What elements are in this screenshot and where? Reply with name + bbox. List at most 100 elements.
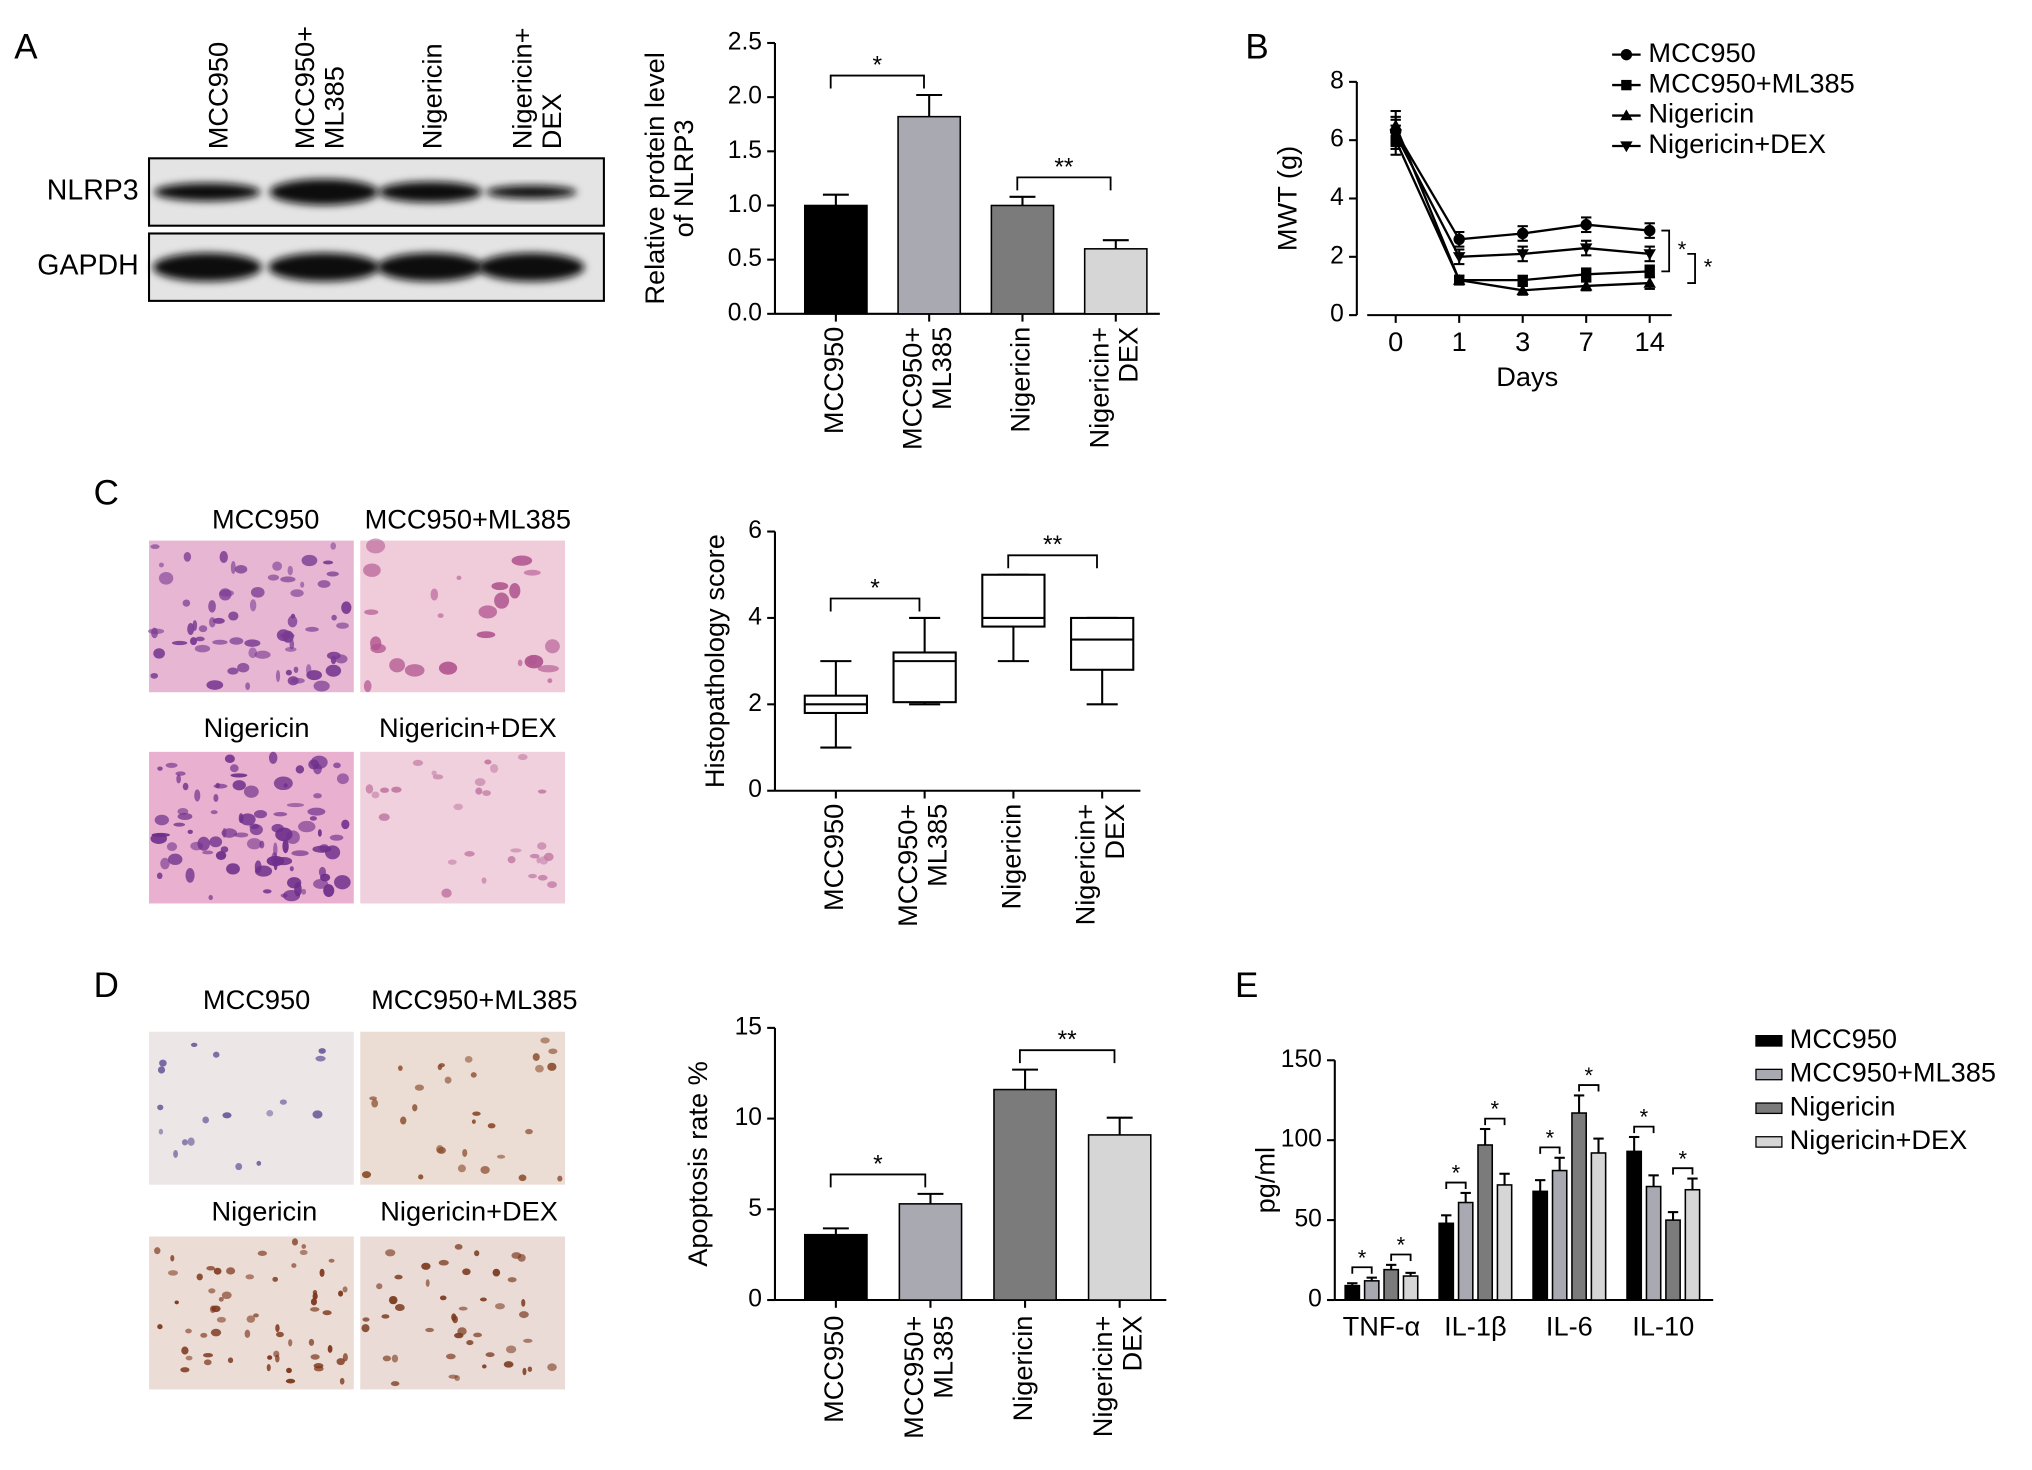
tissue-nucleus bbox=[371, 1099, 379, 1108]
tissue-nucleus bbox=[547, 1363, 557, 1371]
tissue-nucleus bbox=[229, 637, 244, 645]
tissue-nucleus bbox=[170, 1254, 175, 1262]
tissue-nucleus bbox=[317, 580, 331, 588]
point-marker bbox=[1643, 276, 1656, 288]
significance-label: * bbox=[1678, 1146, 1687, 1171]
x-tick-label: DEX bbox=[1099, 804, 1130, 860]
tissue-nucleus bbox=[418, 1174, 424, 1180]
y-tick-label: 0 bbox=[1308, 1286, 1322, 1313]
tissue-nucleus bbox=[400, 1116, 407, 1125]
point-marker bbox=[1644, 266, 1655, 277]
x-tick-label: Nigericin+ bbox=[1070, 804, 1101, 926]
error-bar bbox=[1628, 1135, 1640, 1152]
tissue-nucleus bbox=[509, 583, 521, 599]
tissue-nucleus bbox=[150, 544, 160, 550]
tissue-nucleus bbox=[547, 881, 557, 888]
tissue-nucleus bbox=[537, 874, 548, 881]
tissue-nucleus bbox=[147, 628, 165, 635]
tissue-nucleus bbox=[394, 1274, 403, 1280]
tissue-nucleus bbox=[507, 856, 516, 864]
significance-label: * bbox=[1546, 1126, 1555, 1151]
image-label: MCC950 bbox=[203, 984, 310, 1015]
tissue-nucleus bbox=[412, 1104, 418, 1112]
y-axis-label: pg/ml bbox=[1250, 1147, 1281, 1214]
tissue-nucleus bbox=[151, 832, 170, 837]
panel-letter: E bbox=[1235, 966, 1258, 1005]
x-tick-label: 0 bbox=[1388, 326, 1403, 357]
y-tick-label: 2 bbox=[1330, 242, 1344, 269]
y-tick-label: 0 bbox=[748, 1286, 762, 1313]
x-tick-label: MCC950 bbox=[818, 804, 849, 911]
box-body bbox=[892, 651, 957, 704]
tissue-nucleus bbox=[284, 647, 297, 652]
tissue-nucleus bbox=[180, 1367, 190, 1373]
point-marker bbox=[1452, 252, 1466, 264]
tissue-nucleus bbox=[219, 551, 228, 563]
tissue-nucleus bbox=[298, 820, 316, 833]
error-bar bbox=[1535, 1179, 1546, 1192]
significance-label: ** bbox=[1058, 1027, 1078, 1054]
y-axis-label: Relative protein level bbox=[639, 52, 670, 305]
significance-label: * bbox=[870, 575, 880, 602]
tissue-nucleus bbox=[194, 789, 201, 802]
tissue-nucleus bbox=[437, 613, 444, 619]
legend-label: Nigericin bbox=[1790, 1090, 1896, 1121]
point-marker bbox=[1579, 243, 1593, 255]
tissue-nucleus bbox=[245, 1274, 255, 1280]
legend-label: MCC950 bbox=[1790, 1023, 1897, 1054]
tissue-nucleus bbox=[537, 664, 559, 673]
bar bbox=[1571, 1112, 1587, 1301]
point-marker bbox=[1644, 224, 1656, 237]
tissue-nucleus bbox=[157, 1324, 163, 1330]
tissue-nucleus bbox=[336, 1358, 345, 1366]
bar bbox=[1087, 1134, 1152, 1301]
y-tick-label: 0.0 bbox=[728, 299, 762, 326]
tissue-nucleus bbox=[466, 1339, 474, 1346]
tissue-nucleus bbox=[185, 868, 195, 883]
error-bar bbox=[1667, 1211, 1679, 1221]
tissue-nucleus bbox=[156, 872, 163, 880]
tissue-nucleus bbox=[200, 1332, 208, 1338]
image-label: Nigericin bbox=[204, 712, 310, 743]
tissue-nucleus bbox=[227, 667, 239, 675]
tissue-nucleus bbox=[202, 1116, 209, 1124]
tissue-nucleus bbox=[480, 1297, 487, 1302]
significance-bracket bbox=[1672, 1167, 1694, 1175]
x-tick-label: MCC950+ bbox=[898, 1316, 929, 1439]
point-marker bbox=[1643, 249, 1656, 261]
legend-label: Nigericin bbox=[1648, 98, 1754, 129]
significance-label: * bbox=[1704, 254, 1713, 279]
error-bar bbox=[1009, 195, 1036, 206]
tissue-nucleus bbox=[150, 672, 159, 679]
tissue-nucleus bbox=[158, 1128, 164, 1135]
tissue-nucleus bbox=[234, 832, 249, 838]
tissue-nucleus bbox=[329, 834, 344, 841]
tissue-nucleus bbox=[154, 814, 170, 826]
panel-letter: A bbox=[14, 28, 38, 67]
point-marker bbox=[1580, 219, 1592, 231]
y-axis-label: MWT (g) bbox=[1272, 146, 1303, 251]
tissue-nucleus bbox=[300, 581, 305, 588]
point-marker bbox=[1581, 269, 1592, 280]
panel-letter: B bbox=[1245, 28, 1268, 67]
tissue-nucleus bbox=[203, 1353, 214, 1358]
x-tick-label: ML385 bbox=[926, 327, 957, 410]
tissue-nucleus bbox=[376, 1283, 383, 1290]
x-tick-label: MCC950 bbox=[818, 1316, 849, 1423]
x-tick-label: Nigericin+ bbox=[1083, 327, 1114, 449]
tissue-nucleus bbox=[431, 770, 437, 776]
tissue-image bbox=[149, 540, 354, 693]
bar bbox=[897, 115, 962, 315]
bar bbox=[803, 204, 868, 315]
tissue-nucleus bbox=[336, 622, 349, 629]
significance-label: * bbox=[1397, 1233, 1406, 1258]
tissue-nucleus bbox=[259, 840, 265, 849]
tissue-nucleus bbox=[341, 819, 350, 830]
tissue-nucleus bbox=[371, 791, 380, 799]
tissue-nucleus bbox=[319, 1268, 325, 1277]
bar bbox=[993, 1088, 1057, 1301]
tissue-nucleus bbox=[453, 803, 463, 811]
tissue-nucleus bbox=[335, 654, 348, 664]
tissue-nucleus bbox=[224, 754, 235, 763]
tissue-nucleus bbox=[175, 771, 186, 776]
